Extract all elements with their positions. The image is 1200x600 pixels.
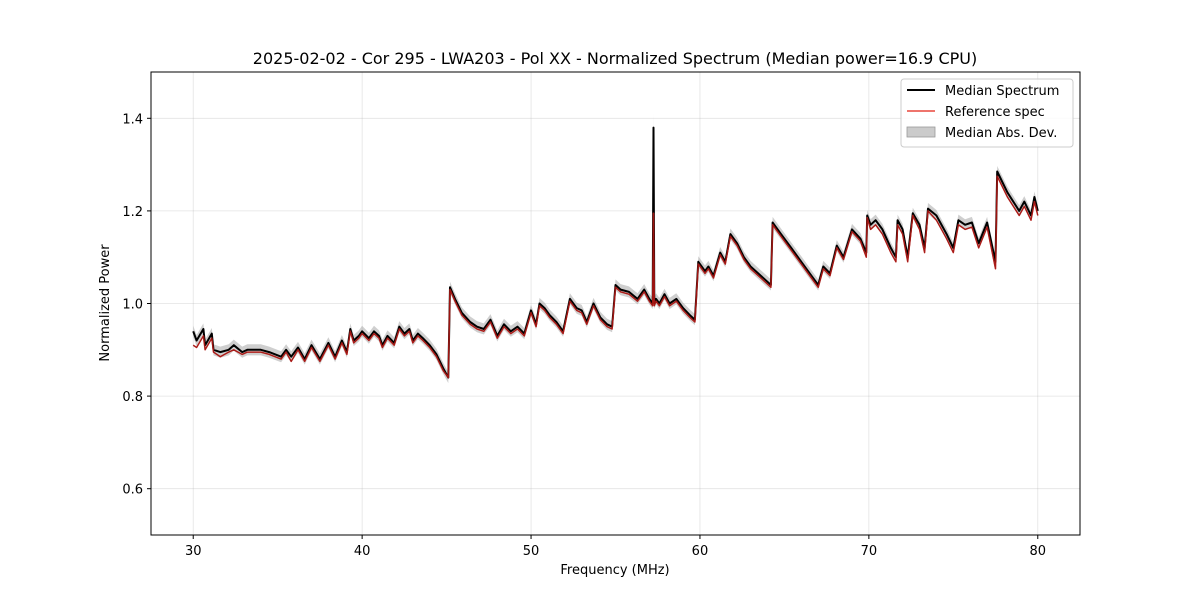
legend-mad-label: Median Abs. Dev. [945, 126, 1057, 141]
overlap-line [192, 175, 1039, 379]
x-tick-label: 30 [185, 544, 202, 559]
x-axis-label: Frequency (MHz) [560, 563, 669, 578]
legend-mad-swatch [906, 126, 936, 138]
x-tick-label: 40 [354, 544, 371, 559]
tick-layer: 30 40 50 60 70 80 0.6 0.8 1.0 1.2 1.4 [122, 112, 1046, 559]
x-tick-label: 80 [1029, 544, 1046, 559]
y-tick-label: 0.8 [122, 390, 143, 405]
y-axis-label: Normalized Power [98, 244, 113, 362]
legend-box [900, 78, 1074, 148]
x-tick-label: 60 [692, 544, 709, 559]
reference-layer [192, 175, 1039, 379]
legend: Median Spectrum Reference spec Median Ab… [900, 78, 1074, 148]
y-tick-label: 1.0 [122, 298, 143, 313]
y-tick-label: 0.6 [122, 483, 143, 498]
chart-title: 2025-02-02 - Cor 295 - LWA203 - Pol XX -… [253, 49, 977, 68]
legend-reference-label: Reference spec [945, 105, 1045, 120]
y-tick-label: 1.2 [122, 205, 143, 220]
legend-median-label: Median Spectrum [945, 84, 1059, 99]
y-tick-label: 1.4 [122, 112, 143, 127]
x-tick-label: 50 [523, 544, 540, 559]
x-tick-label: 70 [861, 544, 878, 559]
